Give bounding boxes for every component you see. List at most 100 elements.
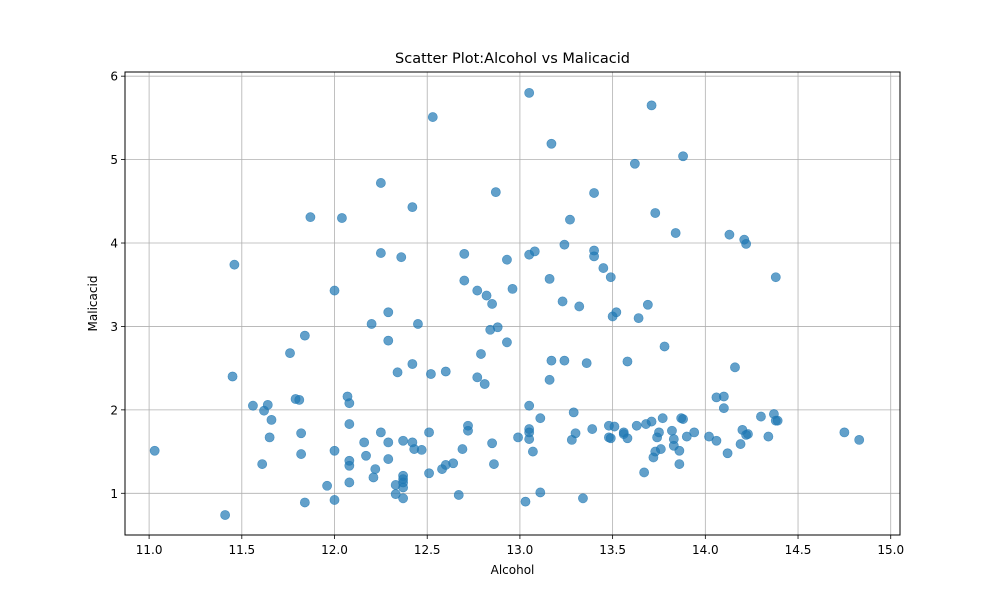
data-point (220, 510, 231, 520)
data-point (344, 455, 355, 466)
data-point (266, 414, 277, 425)
data-point (359, 437, 370, 448)
data-point (329, 445, 340, 456)
data-point (472, 372, 483, 383)
data-point (507, 284, 518, 294)
data-point (772, 415, 783, 426)
data-point (459, 248, 470, 259)
data-point (427, 112, 438, 122)
data-point (453, 490, 464, 500)
data-point (622, 356, 633, 367)
data-point (674, 459, 685, 469)
data-point (544, 374, 555, 385)
data-point (524, 424, 535, 434)
data-point (667, 425, 677, 436)
data-point (487, 438, 498, 449)
y-tick-label: 2 (110, 403, 118, 417)
data-point (587, 424, 598, 434)
data-point (718, 391, 729, 402)
data-point (763, 431, 774, 442)
data-point (392, 367, 403, 378)
data-point (730, 362, 740, 373)
data-point (568, 407, 579, 418)
y-tick-label: 5 (110, 153, 118, 167)
y-tick-label: 6 (110, 70, 118, 84)
x-axis-label: Alcohol (491, 563, 535, 577)
data-point (535, 413, 546, 424)
data-point (262, 399, 273, 410)
data-point (609, 421, 620, 432)
data-point (361, 450, 371, 461)
data-point (448, 458, 459, 469)
data-point (574, 301, 585, 312)
data-point (527, 446, 538, 457)
data-point (490, 187, 501, 198)
data-point (383, 307, 394, 318)
data-point (383, 437, 394, 448)
data-point (524, 87, 535, 98)
data-point (375, 178, 386, 188)
x-tick-label: 11.0 (136, 543, 163, 557)
data-point (741, 238, 752, 249)
data-point (463, 420, 473, 431)
data-point (598, 263, 609, 273)
data-point (296, 428, 307, 439)
data-point (546, 355, 557, 366)
data-point (646, 100, 657, 111)
data-point (659, 341, 670, 352)
data-point (383, 335, 394, 346)
plot-frame (124, 71, 901, 536)
grid (125, 72, 900, 535)
data-point (383, 454, 394, 464)
data-point (524, 434, 535, 444)
data-point (481, 290, 492, 301)
data-point (440, 366, 451, 377)
data-point (570, 428, 581, 439)
data-point (535, 487, 546, 498)
data-point (457, 444, 468, 454)
data-point (248, 400, 258, 411)
data-point (424, 468, 434, 479)
data-point (678, 151, 688, 162)
data-point (375, 248, 386, 258)
data-point (520, 496, 531, 507)
data-point (149, 445, 160, 456)
data-point (407, 202, 418, 213)
data-point (589, 251, 599, 262)
data-point (646, 416, 657, 427)
data-point (264, 432, 275, 443)
data-point (413, 319, 423, 329)
data-point (344, 398, 355, 409)
data-point (370, 464, 381, 474)
data-point (839, 427, 850, 438)
data-point (489, 459, 499, 469)
data-point (424, 427, 434, 438)
data-point (322, 480, 332, 491)
data-point (678, 414, 688, 424)
data-point (529, 246, 540, 257)
data-point (227, 371, 238, 382)
data-point (344, 477, 355, 488)
data-point (329, 495, 340, 505)
data-point (459, 275, 470, 286)
y-tick-label: 4 (110, 237, 118, 251)
x-tick-label: 15.0 (877, 543, 904, 557)
data-point (299, 330, 310, 341)
x-tick-label: 12.0 (321, 543, 348, 557)
data-point (296, 449, 307, 459)
data-point (407, 359, 418, 369)
data-point (629, 158, 640, 169)
data-point (329, 285, 340, 296)
data-point (578, 493, 588, 504)
data-point (854, 434, 865, 445)
y-tick-label: 1 (110, 487, 118, 501)
data-point (479, 379, 490, 389)
y-axis-label: Malicacid (86, 276, 100, 332)
data-point (524, 400, 535, 411)
data-point (605, 272, 616, 283)
data-points (149, 87, 865, 520)
data-point (735, 439, 746, 449)
data-point (559, 355, 570, 366)
chart-title: Scatter Plot:Alcohol vs Malicacid (395, 51, 630, 67)
